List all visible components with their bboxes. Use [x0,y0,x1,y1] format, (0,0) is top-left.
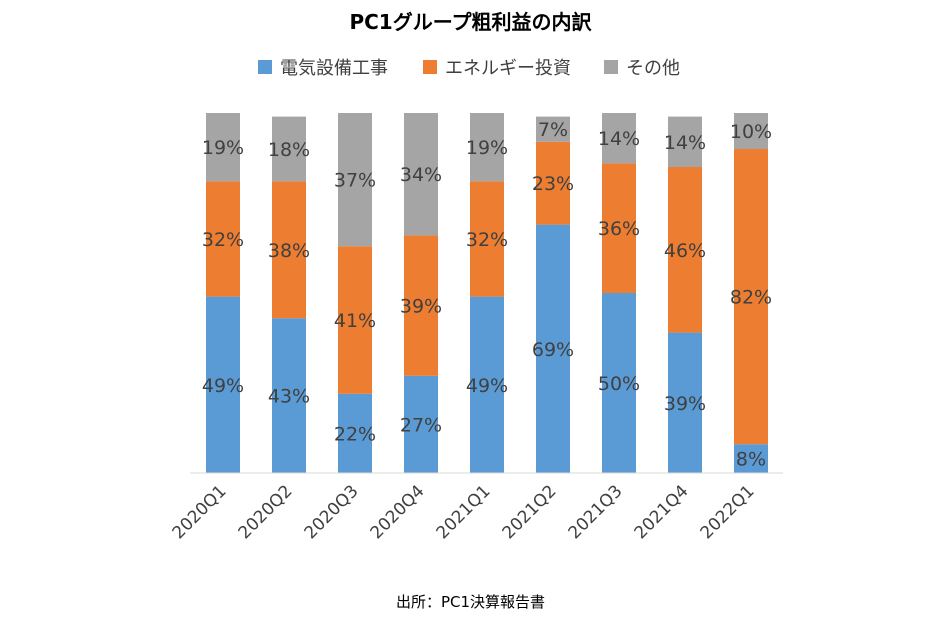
data-label-2021Q4-s0: 39% [664,393,706,415]
bar-segment-2021Q2-s0 [536,224,570,473]
x-tick-label-2021Q2: 2021Q2 [499,481,561,543]
legend-item-energy: エネルギー投資 [423,54,571,80]
data-label-2021Q4-s1: 46% [664,240,706,262]
data-label-2020Q1-s0: 49% [202,375,244,397]
bar-segment-2021Q3-s2 [602,113,636,164]
data-label-2021Q2-s0: 69% [532,339,574,361]
data-label-2020Q2-s0: 43% [268,386,310,408]
bar-segment-2020Q3-s1 [338,246,372,394]
bar-segment-2021Q2-s1 [536,141,570,225]
data-label-2021Q3-s1: 36% [598,218,640,240]
bar-segment-2020Q4-s0 [404,375,438,473]
legend-item-denki: 電気設備工事 [258,54,388,80]
bar-segment-2020Q2-s0 [272,318,306,473]
data-label-2020Q4-s2: 34% [400,164,442,186]
x-tick-label-2020Q2: 2020Q2 [235,481,297,543]
data-label-2020Q3-s0: 22% [334,423,376,445]
bar-segment-2022Q1-s2 [734,113,768,149]
data-label-2020Q1-s2: 19% [202,137,244,159]
legend-swatch-energy [423,60,437,74]
legend-label-other: その他 [626,58,680,79]
legend-label-denki: 電気設備工事 [280,58,388,79]
bar-segment-2020Q2-s1 [272,181,306,319]
bar-segment-2021Q3-s1 [602,163,636,293]
source-note: 出所：PC1決算報告書 [395,593,546,611]
data-label-2020Q2-s1: 38% [268,240,310,262]
legend-swatch-other [604,60,618,74]
bar-segment-2021Q1-s2 [470,113,504,182]
bar-segment-2020Q4-s1 [404,235,438,376]
data-label-2021Q2-s1: 23% [532,173,574,195]
data-label-2022Q1-s1: 82% [730,287,772,309]
bar-segment-2021Q4-s1 [668,167,702,333]
legend-swatch-denki [258,60,272,74]
data-label-2020Q3-s1: 41% [334,310,376,332]
data-label-2020Q3-s2: 37% [334,170,376,192]
data-label-2021Q3-s0: 50% [598,373,640,395]
legend: 電気設備工事 エネルギー投資 その他 [0,54,941,80]
bar-segment-2020Q4-s2 [404,113,438,236]
bar-segment-2022Q1-s0 [734,444,768,473]
data-label-2021Q2-s2: 7% [538,119,568,141]
bar-segment-2020Q3-s0 [338,393,372,473]
x-tick-label-2022Q1: 2022Q1 [697,481,759,543]
data-label-2021Q1-s0: 49% [466,375,508,397]
data-label-2022Q1-s0: 8% [736,449,766,471]
data-label-2020Q2-s2: 18% [268,139,310,161]
data-label-2021Q4-s2: 14% [664,132,706,154]
data-label-2022Q1-s2: 10% [730,121,772,143]
data-label-2021Q3-s2: 14% [598,128,640,150]
legend-label-energy: エネルギー投資 [445,58,571,79]
x-tick-label-2020Q3: 2020Q3 [301,481,363,543]
bar-segment-2021Q2-s2 [536,116,570,142]
x-tick-label-2020Q4: 2020Q4 [367,481,429,543]
bar-segment-2022Q1-s1 [734,149,768,445]
bar-segment-2020Q2-s2 [272,116,306,182]
bar-segment-2021Q1-s0 [470,296,504,473]
bar-segment-2021Q4-s0 [668,332,702,473]
bar-segment-2020Q1-s2 [206,113,240,182]
chart-title: PC1グループ粗利益の内訳 [349,10,592,34]
bar-segment-2021Q1-s1 [470,181,504,297]
x-tick-label-2021Q1: 2021Q1 [433,481,495,543]
data-label-2021Q1-s1: 32% [466,229,508,251]
x-tick-label-2021Q4: 2021Q4 [631,481,693,543]
x-tick-label-2021Q3: 2021Q3 [565,481,627,543]
data-label-2020Q4-s1: 39% [400,296,442,318]
bar-segment-2020Q1-s0 [206,296,240,473]
legend-item-other: その他 [604,54,680,80]
x-tick-label-2020Q1: 2020Q1 [169,481,231,543]
data-label-2021Q1-s2: 19% [466,137,508,159]
bar-segment-2021Q4-s2 [668,116,702,167]
data-label-2020Q1-s1: 32% [202,229,244,251]
bar-segment-2020Q1-s1 [206,181,240,297]
bar-segment-2020Q3-s2 [338,113,372,247]
data-label-2020Q4-s0: 27% [400,414,442,436]
bar-segment-2021Q3-s0 [602,293,636,473]
